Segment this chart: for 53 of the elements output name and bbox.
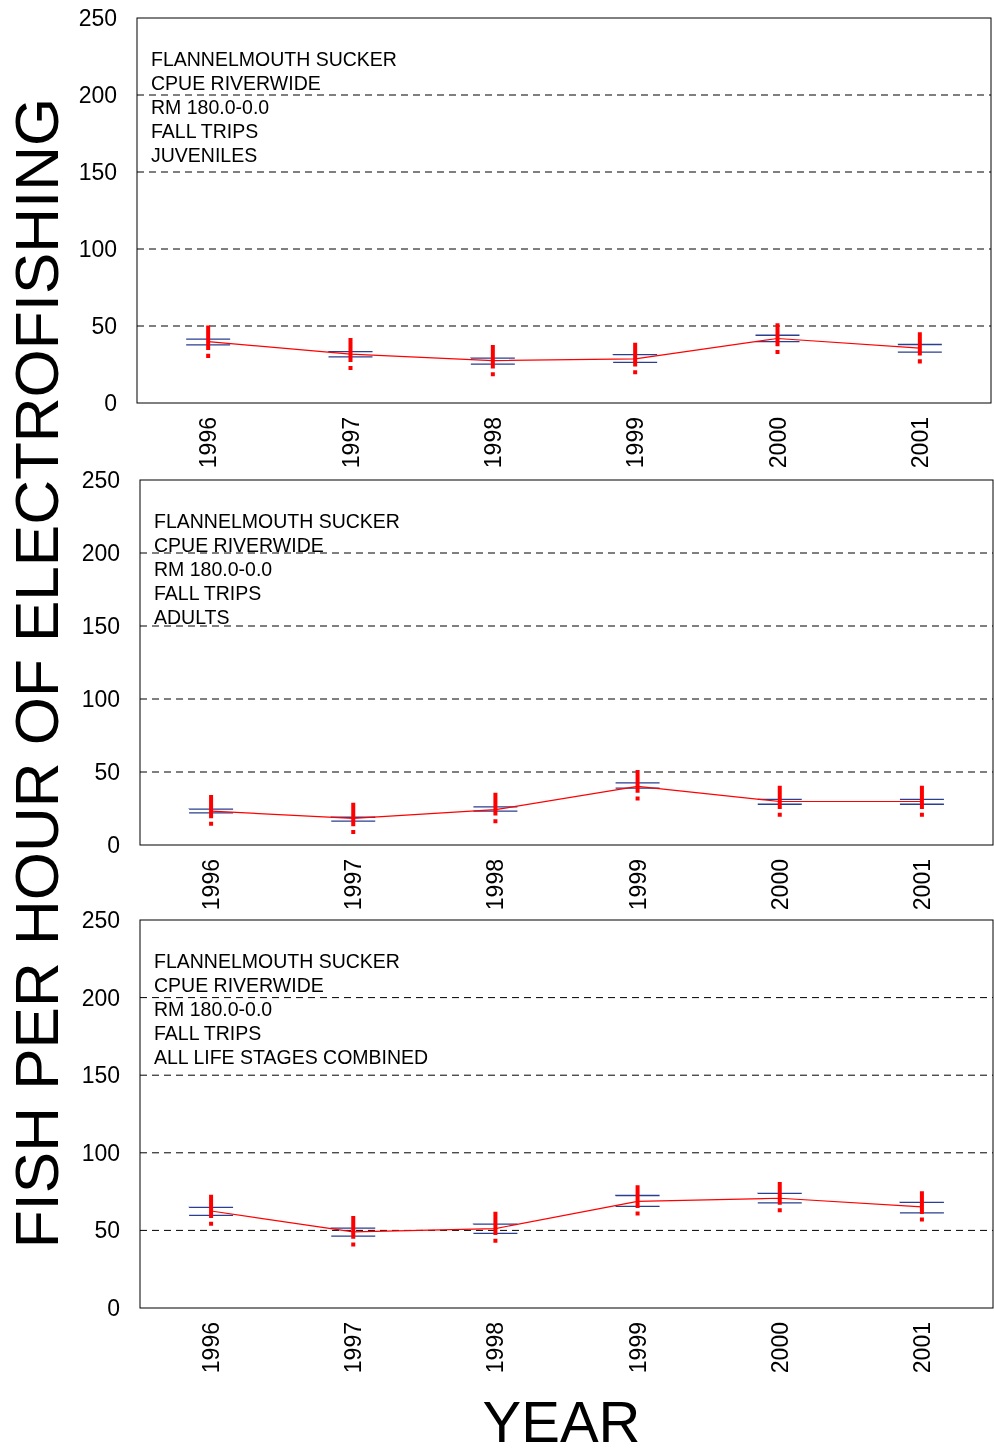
y-tick-label: 250 xyxy=(81,907,120,934)
y-tick-label: 250 xyxy=(81,467,120,494)
x-tick-label: 1998 xyxy=(479,417,506,469)
annotation: CPUE RIVERWIDE xyxy=(151,72,321,94)
x-tick-label: 1996 xyxy=(198,859,225,911)
y-tick-label: 200 xyxy=(78,82,117,109)
annotation: FLANNELMOUTH SUCKER xyxy=(151,48,397,70)
annotation: FALL TRIPS xyxy=(154,1022,262,1044)
x-tick-label: 1997 xyxy=(337,417,364,469)
y-tick-label: 100 xyxy=(81,686,120,713)
annotation: JUVENILES xyxy=(151,144,258,166)
x-tick-label: 1997 xyxy=(340,1322,367,1374)
x-tick-label: 1996 xyxy=(195,417,222,469)
y-tick-label: 150 xyxy=(81,1062,120,1089)
annotation: RM 180.0-0.0 xyxy=(154,998,273,1020)
y-axis-title: FISH PER HOUR OF ELECTROFISHING xyxy=(2,97,71,1249)
x-tick-label: 2000 xyxy=(766,859,793,911)
y-tick-label: 150 xyxy=(78,159,117,186)
x-axis-title: YEAR xyxy=(482,1389,641,1448)
y-tick-label: 50 xyxy=(94,759,120,786)
x-tick-label: 2000 xyxy=(766,1322,793,1374)
y-tick-label: 250 xyxy=(78,5,117,32)
y-tick-label: 0 xyxy=(107,1295,120,1322)
y-tick-label: 200 xyxy=(81,540,120,567)
y-tick-label: 50 xyxy=(94,1217,120,1244)
y-tick-label: 0 xyxy=(107,832,120,859)
x-tick-label: 1997 xyxy=(340,859,367,911)
x-tick-label: 2001 xyxy=(908,859,935,911)
annotation: ALL LIFE STAGES COMBINED xyxy=(154,1046,429,1068)
annotation: CPUE RIVERWIDE xyxy=(154,534,324,556)
annotation: FALL TRIPS xyxy=(151,120,259,142)
y-tick-label: 200 xyxy=(81,984,120,1011)
annotation: CPUE RIVERWIDE xyxy=(154,974,324,996)
annotation: FLANNELMOUTH SUCKER xyxy=(154,950,400,972)
x-tick-label: 1999 xyxy=(624,859,651,911)
x-tick-label: 2001 xyxy=(908,1322,935,1374)
annotation: FALL TRIPS xyxy=(154,582,262,604)
x-tick-label: 1996 xyxy=(198,1322,225,1374)
x-tick-label: 1999 xyxy=(624,1322,651,1374)
annotation: ADULTS xyxy=(154,606,230,628)
x-tick-label: 1998 xyxy=(482,1322,509,1374)
y-tick-label: 150 xyxy=(81,613,120,640)
x-tick-label: 2001 xyxy=(906,417,933,469)
annotation: RM 180.0-0.0 xyxy=(154,558,273,580)
x-tick-label: 2000 xyxy=(764,417,791,469)
y-tick-label: 100 xyxy=(81,1139,120,1166)
x-tick-label: 1998 xyxy=(482,859,509,911)
annotation: RM 180.0-0.0 xyxy=(151,96,270,118)
y-tick-label: 50 xyxy=(91,313,117,340)
y-tick-label: 100 xyxy=(78,236,117,263)
annotation: FLANNELMOUTH SUCKER xyxy=(154,510,400,532)
x-tick-label: 1999 xyxy=(622,417,649,469)
y-tick-label: 0 xyxy=(104,390,117,417)
